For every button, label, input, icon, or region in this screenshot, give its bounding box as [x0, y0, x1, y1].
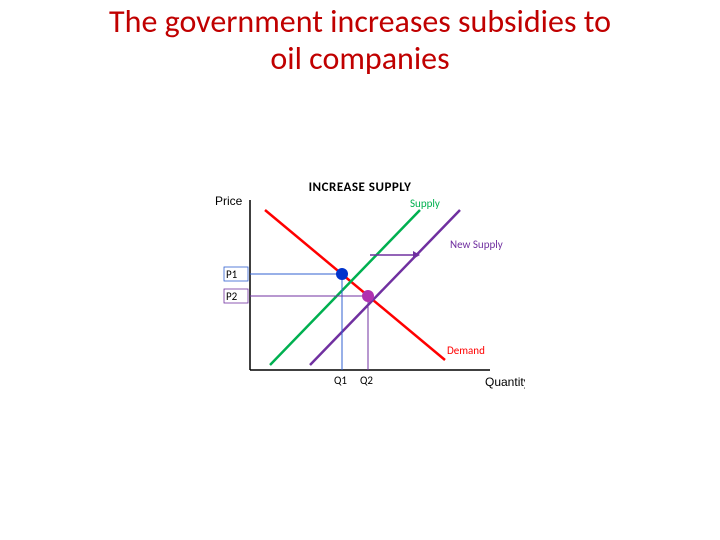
supply-demand-chart: INCREASE SUPPLY Price Quantity Supply New S…: [195, 180, 525, 400]
x-axis-label: Quantity: [485, 375, 525, 389]
title-line-1: The government increases subsidies to: [109, 2, 611, 41]
demand-line: [265, 210, 445, 360]
demand-label: Demand: [447, 344, 485, 357]
equilibrium-1: [336, 268, 348, 280]
new-supply-line: [310, 210, 460, 365]
new-supply-label: New Supply: [450, 238, 503, 251]
chart-title: INCREASE SUPPLY: [195, 180, 525, 195]
tick-p2: P2: [226, 290, 238, 303]
title-line-2: oil companies: [270, 39, 449, 78]
chart-svg: Price Quantity Supply New Supply Demand P1 P2 Q…: [195, 180, 525, 400]
supply-label: Supply: [410, 197, 440, 210]
tick-p1: P1: [226, 268, 238, 281]
slide-title: The government increases subsidies to oi…: [0, 4, 720, 78]
tick-q1: Q1: [334, 374, 347, 387]
y-axis-label: Price: [215, 194, 243, 208]
slide: The government increases subsidies to oi…: [0, 0, 720, 540]
tick-q2: Q2: [360, 374, 373, 387]
equilibrium-2: [362, 290, 374, 302]
